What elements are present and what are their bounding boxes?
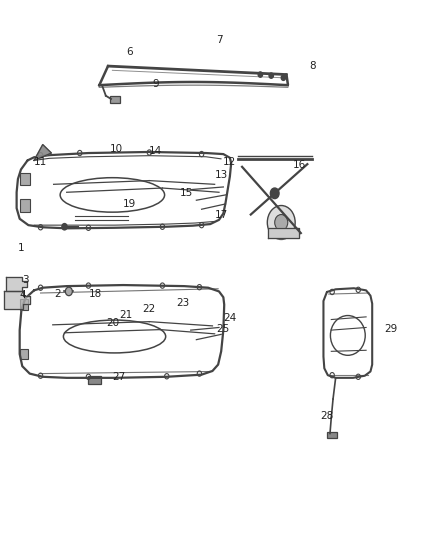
- Text: 1: 1: [18, 243, 24, 253]
- Circle shape: [62, 223, 67, 230]
- Text: 4: 4: [20, 289, 26, 300]
- Text: 28: 28: [320, 411, 334, 421]
- Text: 17: 17: [215, 209, 228, 220]
- Circle shape: [270, 188, 279, 199]
- Text: 18: 18: [88, 289, 102, 299]
- Text: 29: 29: [384, 324, 398, 334]
- Polygon shape: [4, 291, 30, 309]
- Text: 19: 19: [123, 199, 136, 209]
- Circle shape: [269, 73, 273, 78]
- Bar: [20, 349, 28, 359]
- Text: 9: 9: [152, 78, 159, 88]
- Bar: [88, 376, 101, 384]
- Circle shape: [258, 72, 262, 77]
- Text: 10: 10: [110, 144, 123, 154]
- Polygon shape: [6, 277, 27, 291]
- Text: 16: 16: [293, 160, 306, 169]
- Text: 20: 20: [106, 318, 119, 328]
- Text: 15: 15: [180, 188, 193, 198]
- Text: 23: 23: [177, 297, 190, 308]
- Polygon shape: [34, 144, 51, 160]
- Text: 12: 12: [223, 157, 237, 166]
- Text: 21: 21: [119, 310, 132, 320]
- FancyBboxPatch shape: [110, 96, 120, 103]
- Bar: [327, 432, 337, 438]
- Text: 24: 24: [223, 313, 237, 324]
- Text: 7: 7: [215, 35, 223, 45]
- Text: 22: 22: [142, 304, 155, 314]
- Bar: [20, 173, 30, 185]
- Text: 2: 2: [55, 289, 61, 299]
- Text: 25: 25: [216, 324, 229, 334]
- Text: 27: 27: [112, 372, 126, 382]
- Circle shape: [281, 75, 286, 80]
- Text: 14: 14: [149, 146, 162, 156]
- Bar: [20, 300, 28, 310]
- Text: 6: 6: [127, 47, 133, 56]
- Text: 11: 11: [34, 157, 47, 166]
- Bar: [20, 199, 30, 212]
- Circle shape: [65, 287, 72, 296]
- Polygon shape: [268, 228, 299, 238]
- Circle shape: [275, 215, 288, 230]
- Text: 3: 3: [22, 275, 28, 285]
- Text: 13: 13: [215, 171, 228, 180]
- Circle shape: [267, 206, 295, 239]
- Text: 8: 8: [309, 61, 316, 71]
